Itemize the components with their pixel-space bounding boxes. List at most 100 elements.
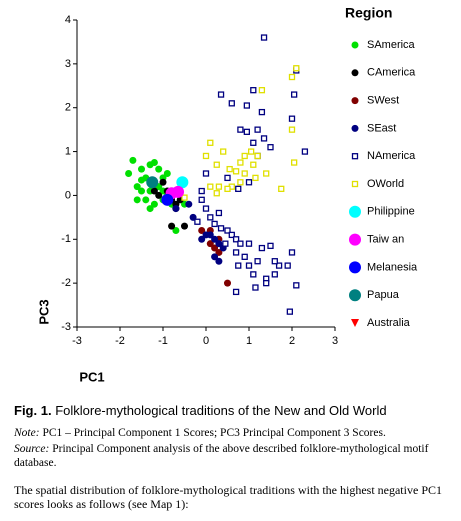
note-label: Note:	[14, 427, 40, 439]
point	[206, 240, 214, 248]
point	[241, 253, 248, 260]
point	[245, 179, 253, 186]
point	[207, 139, 214, 146]
point	[263, 279, 270, 287]
legend-label: Papua	[367, 289, 400, 301]
source-text: Principal Component analysis of the abov…	[14, 443, 429, 469]
point	[288, 115, 296, 122]
legend-label: OWorld	[367, 178, 404, 190]
point	[224, 174, 231, 182]
point	[290, 159, 298, 166]
point	[250, 87, 257, 94]
legend-marker	[349, 261, 361, 274]
point	[288, 126, 296, 133]
x-tick-label: 2	[289, 335, 295, 347]
point	[150, 159, 158, 167]
point	[215, 248, 223, 256]
point	[278, 185, 285, 193]
legend-title: Region	[345, 5, 392, 21]
point	[220, 148, 227, 155]
point	[245, 262, 253, 269]
y-tick-label: 4	[65, 14, 71, 26]
x-tick-label: 3	[332, 335, 338, 347]
caption-text: Folklore-mythological traditions of the …	[55, 403, 387, 418]
point	[232, 236, 240, 243]
point	[198, 187, 205, 195]
point	[146, 205, 154, 213]
point	[286, 308, 294, 315]
legend-label: SWest	[367, 95, 399, 107]
point	[232, 249, 240, 256]
point	[211, 244, 219, 252]
point	[207, 214, 214, 221]
legend-marker	[351, 153, 359, 160]
point	[290, 91, 298, 98]
point	[288, 249, 296, 256]
legend-label: Philippine	[367, 206, 415, 218]
point	[211, 235, 219, 243]
point	[198, 227, 206, 235]
point	[271, 271, 278, 278]
legend-label: Australia	[367, 317, 411, 329]
point	[138, 165, 145, 173]
legend-marker	[351, 124, 359, 132]
y-tick-label: -1	[61, 233, 71, 245]
point	[163, 170, 171, 177]
point	[237, 179, 244, 186]
point	[194, 218, 201, 225]
paragraph: The spatial distribution of folklore-myt…	[14, 483, 442, 511]
point	[125, 170, 133, 177]
point	[138, 187, 145, 195]
point	[288, 73, 296, 81]
point	[226, 165, 233, 173]
legend-label: SAmerica	[367, 39, 416, 51]
legend-marker	[351, 69, 359, 77]
point	[146, 176, 159, 189]
point	[232, 288, 240, 296]
point	[138, 176, 145, 184]
point	[185, 200, 193, 208]
point	[267, 242, 274, 250]
point	[252, 284, 259, 291]
point	[215, 240, 223, 248]
point	[202, 205, 210, 212]
point	[213, 161, 220, 168]
point	[211, 220, 218, 228]
point	[250, 139, 257, 146]
point	[263, 170, 270, 177]
point	[206, 231, 214, 239]
point	[254, 126, 261, 133]
point	[243, 102, 251, 109]
point	[301, 148, 309, 155]
legend-label: Melanesia	[367, 261, 418, 273]
legend-marker	[349, 205, 361, 218]
point	[172, 227, 180, 235]
point	[235, 262, 242, 269]
point	[250, 161, 257, 168]
source: Source: Principal Component analysis of …	[14, 442, 442, 470]
point	[207, 183, 214, 190]
chart: Region PC1 PC3 -3 -2 -1 0 1 2 3 4 -3 -2 -1 0 1 2 3 SAme…	[36, 5, 418, 385]
point	[213, 190, 220, 197]
point	[198, 196, 205, 203]
legend-label: Taiw an	[367, 234, 404, 246]
x-tick-label: -2	[115, 335, 125, 347]
legend-label: NAmerica	[367, 150, 416, 162]
point	[224, 185, 231, 193]
legend-marker	[349, 233, 361, 246]
legend-marker	[351, 180, 359, 188]
point	[237, 159, 244, 166]
point	[217, 225, 225, 232]
point	[284, 262, 291, 269]
y-tick-label: -2	[61, 277, 71, 289]
point	[271, 258, 278, 265]
point	[267, 144, 274, 151]
legend-label: CAmerica	[367, 67, 416, 79]
point	[133, 183, 141, 191]
note-text: PC1 – Principal Component 1 Scores; PC3 …	[42, 427, 386, 439]
point	[181, 194, 188, 201]
point	[176, 176, 189, 189]
point	[237, 126, 244, 133]
point	[241, 170, 248, 177]
